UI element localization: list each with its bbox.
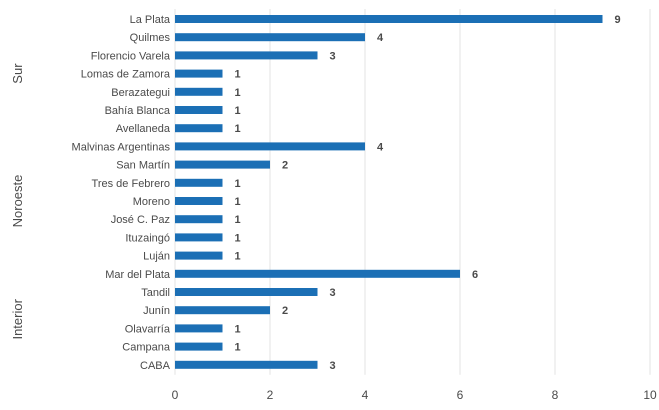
value-label: 1 — [235, 251, 241, 263]
value-label: 4 — [377, 141, 384, 153]
category-label: Quilmes — [130, 32, 171, 44]
group-label: Interior — [10, 298, 25, 339]
category-label: Bahía Blanca — [105, 105, 171, 117]
group-labels: Sur Noroeste Interior — [10, 63, 25, 340]
group-label: Sur — [10, 63, 25, 84]
category-label: Berazategui — [111, 87, 170, 99]
value-label: 1 — [235, 232, 241, 244]
value-label: 2 — [282, 160, 288, 172]
value-label: 1 — [235, 342, 241, 354]
bar — [175, 197, 223, 205]
bar — [175, 306, 270, 315]
category-label: Olavarría — [125, 323, 171, 335]
category-label: Luján — [143, 251, 170, 263]
bar — [175, 178, 223, 187]
category-label: Moreno — [133, 196, 170, 208]
category-label: La Plata — [130, 14, 171, 26]
value-label: 4 — [377, 32, 384, 44]
category-label: Junín — [143, 305, 170, 317]
category-label: Florencio Varela — [91, 50, 171, 62]
bar — [175, 69, 223, 78]
value-label: 3 — [330, 360, 336, 372]
gridlines — [174, 9, 651, 375]
x-tick-label: 0 — [172, 388, 179, 402]
category-label: Campana — [122, 342, 171, 354]
group-label: Noroeste — [10, 175, 25, 228]
bar — [175, 215, 223, 224]
bar — [175, 288, 318, 296]
bar — [175, 160, 270, 169]
bar — [175, 342, 223, 351]
x-axis-ticks: 0 2 4 6 8 10 — [172, 388, 657, 402]
category-label: Avellaneda — [116, 123, 171, 135]
bar — [175, 251, 223, 260]
x-tick-label: 2 — [267, 388, 274, 402]
value-label: 6 — [472, 269, 478, 281]
x-tick-label: 8 — [552, 388, 559, 402]
value-label: 1 — [235, 214, 241, 226]
bar — [175, 360, 318, 369]
category-labels: La Plata Quilmes Florencio Varela Lomas de … — [72, 14, 171, 372]
value-label: 1 — [235, 323, 241, 335]
x-tick-label: 10 — [643, 388, 657, 402]
value-label: 2 — [282, 305, 288, 317]
value-label: 1 — [235, 87, 241, 99]
bar — [175, 269, 460, 278]
x-tick-label: 6 — [457, 388, 464, 402]
value-label: 1 — [235, 105, 241, 117]
bar — [175, 87, 223, 96]
value-label: 1 — [235, 123, 241, 135]
bar — [175, 15, 603, 23]
bar — [175, 51, 318, 60]
category-label: Lomas de Zamora — [81, 69, 171, 81]
category-label: Ituzaingó — [125, 232, 170, 244]
bar — [175, 106, 223, 114]
bar — [175, 33, 365, 42]
category-label: Tres de Febrero — [92, 178, 170, 190]
category-label: CABA — [140, 360, 171, 372]
bars — [175, 15, 603, 369]
x-tick-label: 4 — [362, 388, 369, 402]
bar — [175, 124, 223, 133]
value-label: 3 — [330, 50, 336, 62]
category-label: Mar del Plata — [105, 269, 171, 281]
value-labels: 9 4 3 1 1 1 1 4 2 1 1 1 1 1 6 3 2 1 1 3 — [235, 14, 621, 372]
bar — [175, 324, 223, 333]
category-label: San Martín — [116, 160, 170, 172]
value-label: 3 — [330, 287, 336, 299]
value-label: 1 — [235, 178, 241, 190]
value-label: 9 — [615, 14, 621, 26]
bar — [175, 142, 365, 151]
category-label: Malvinas Argentinas — [72, 141, 171, 153]
category-label: José C. Paz — [111, 214, 170, 226]
category-label: Tandil — [141, 287, 170, 299]
bar — [175, 233, 223, 242]
value-label: 1 — [235, 69, 241, 81]
value-label: 1 — [235, 196, 241, 208]
